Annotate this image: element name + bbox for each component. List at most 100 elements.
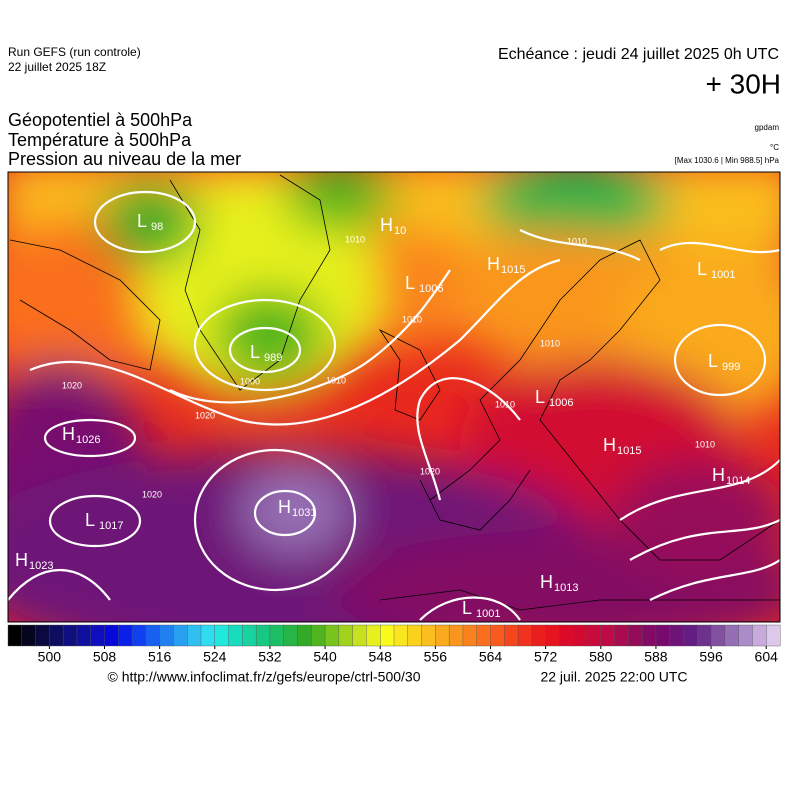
title-geopotential: Géopotentiel à 500hPa (8, 110, 193, 130)
colorbar-cell (21, 624, 37, 647)
colorbar: 500 508 516 524 532 540 548 556 564 572 580 588 596 6… (7, 624, 781, 665)
isobar-label: 1010 (695, 439, 715, 449)
colorbar-cell (311, 624, 326, 647)
center-letter: L (85, 510, 95, 530)
colorbar-cell (710, 624, 726, 647)
colorbar-tick-label: 548 (369, 649, 393, 665)
colorbar-tick-label: 604 (755, 649, 779, 665)
isobar-label: 1010 (540, 338, 560, 348)
center-letter: H (603, 435, 616, 455)
colorbar-cell (476, 624, 492, 647)
colorbar-cell (421, 624, 436, 647)
center-value: 1017 (99, 520, 123, 532)
colorbar-cell (62, 624, 78, 647)
colorbar-cell (628, 624, 643, 647)
colorbar-cell (255, 624, 271, 647)
center-letter: L (462, 598, 472, 618)
colorbar-tick-label: 564 (479, 649, 503, 665)
colorbar-cell (600, 624, 616, 647)
colorbar-cell (435, 624, 450, 647)
colorbar-cell (131, 624, 147, 647)
source-url: © http://www.infoclimat.fr/z/gefs/europe… (107, 669, 420, 685)
colorbar-cell (573, 624, 588, 647)
colorbar-cell (724, 624, 740, 647)
isobar-label: 1020 (420, 466, 440, 476)
center-value: 1006 (549, 397, 573, 409)
isobar-label: 1010 (495, 399, 515, 409)
colorbar-cell (393, 624, 409, 647)
run-date: 22 juillet 2025 18Z (8, 60, 106, 74)
colorbar-cell (90, 624, 106, 647)
colorbar-cell (504, 624, 519, 647)
center-letter: H (62, 424, 75, 444)
colorbar-tick-label: 580 (589, 649, 613, 665)
colorbar-cell (559, 624, 574, 647)
center-value: 1014 (726, 475, 750, 487)
colorbar-cell (269, 624, 285, 647)
colorbar-cell (76, 624, 92, 647)
colorbar-cell (200, 624, 216, 647)
colorbar-tick-label: 556 (424, 649, 448, 665)
isobar-label: 1000 (240, 376, 260, 386)
colorbar-cell (283, 624, 299, 647)
lead-time: + 30H (706, 68, 782, 99)
colorbar-cell (145, 624, 161, 647)
colorbar-tick-label: 516 (148, 649, 172, 665)
center-value: 1026 (76, 434, 100, 446)
colorbar-tick-label: 532 (258, 649, 282, 665)
colorbar-cell (380, 624, 395, 647)
colorbar-cell (338, 624, 354, 647)
generated-time: 22 juil. 2025 22:00 UTC (540, 669, 687, 685)
unit-temperature: °C (770, 143, 779, 152)
isobars (8, 190, 780, 621)
run-name: Run GEFS (run controle) (8, 45, 141, 59)
center-letter: L (535, 387, 545, 407)
center-value: 1001 (711, 269, 735, 281)
center-value: 1013 (554, 582, 578, 594)
colorbar-cell (35, 624, 50, 647)
colorbar-cell (407, 624, 423, 647)
valid-time: Echéance : jeudi 24 juillet 2025 0h UTC (498, 46, 779, 63)
isobar-label: 1020 (195, 410, 215, 420)
colorbar-cell (490, 624, 505, 647)
unit-geopotential: gpdam (755, 123, 780, 132)
title-pressure: Pression au niveau de la mer (8, 149, 241, 169)
center-letter: H (540, 572, 553, 592)
center-letter: L (405, 273, 415, 293)
center-value: 989 (264, 352, 282, 364)
center-letter: L (697, 259, 707, 279)
colorbar-cell (641, 624, 657, 647)
colorbar-cell (614, 624, 629, 647)
center-value: 98 (151, 221, 163, 233)
isobar-label: 1010 (345, 234, 365, 244)
isobar-label: 1010 (567, 236, 587, 246)
colorbar-cell (159, 624, 174, 647)
colorbar-cell (173, 624, 188, 647)
colorbar-cell (697, 624, 712, 647)
isobar-label: 1020 (142, 489, 162, 499)
center-letter: L (708, 351, 718, 371)
title-temperature: Température à 500hPa (8, 130, 192, 150)
center-value: 1023 (29, 560, 53, 572)
center-letter: L (137, 211, 147, 231)
center-value: 1031 (292, 507, 316, 519)
colorbar-cell (738, 624, 753, 647)
colorbar-cell (49, 624, 64, 647)
center-letter: H (15, 550, 28, 570)
center-value: 999 (722, 361, 740, 373)
colorbar-cell (118, 624, 133, 647)
colorbar-tick-label: 572 (534, 649, 558, 665)
colorbar-cell (531, 624, 547, 647)
colorbar-cell (242, 624, 257, 647)
center-value: 1015 (501, 264, 525, 276)
colorbar-cell (352, 624, 367, 647)
colorbar-tick-label: 540 (313, 649, 337, 665)
colorbar-cell (683, 624, 698, 647)
colorbar-tick-label: 588 (644, 649, 668, 665)
center-value: 1006 (419, 283, 443, 295)
isobar-label: 1010 (326, 375, 346, 385)
colorbar-cell (462, 624, 478, 647)
colorbar-cell (324, 624, 340, 647)
